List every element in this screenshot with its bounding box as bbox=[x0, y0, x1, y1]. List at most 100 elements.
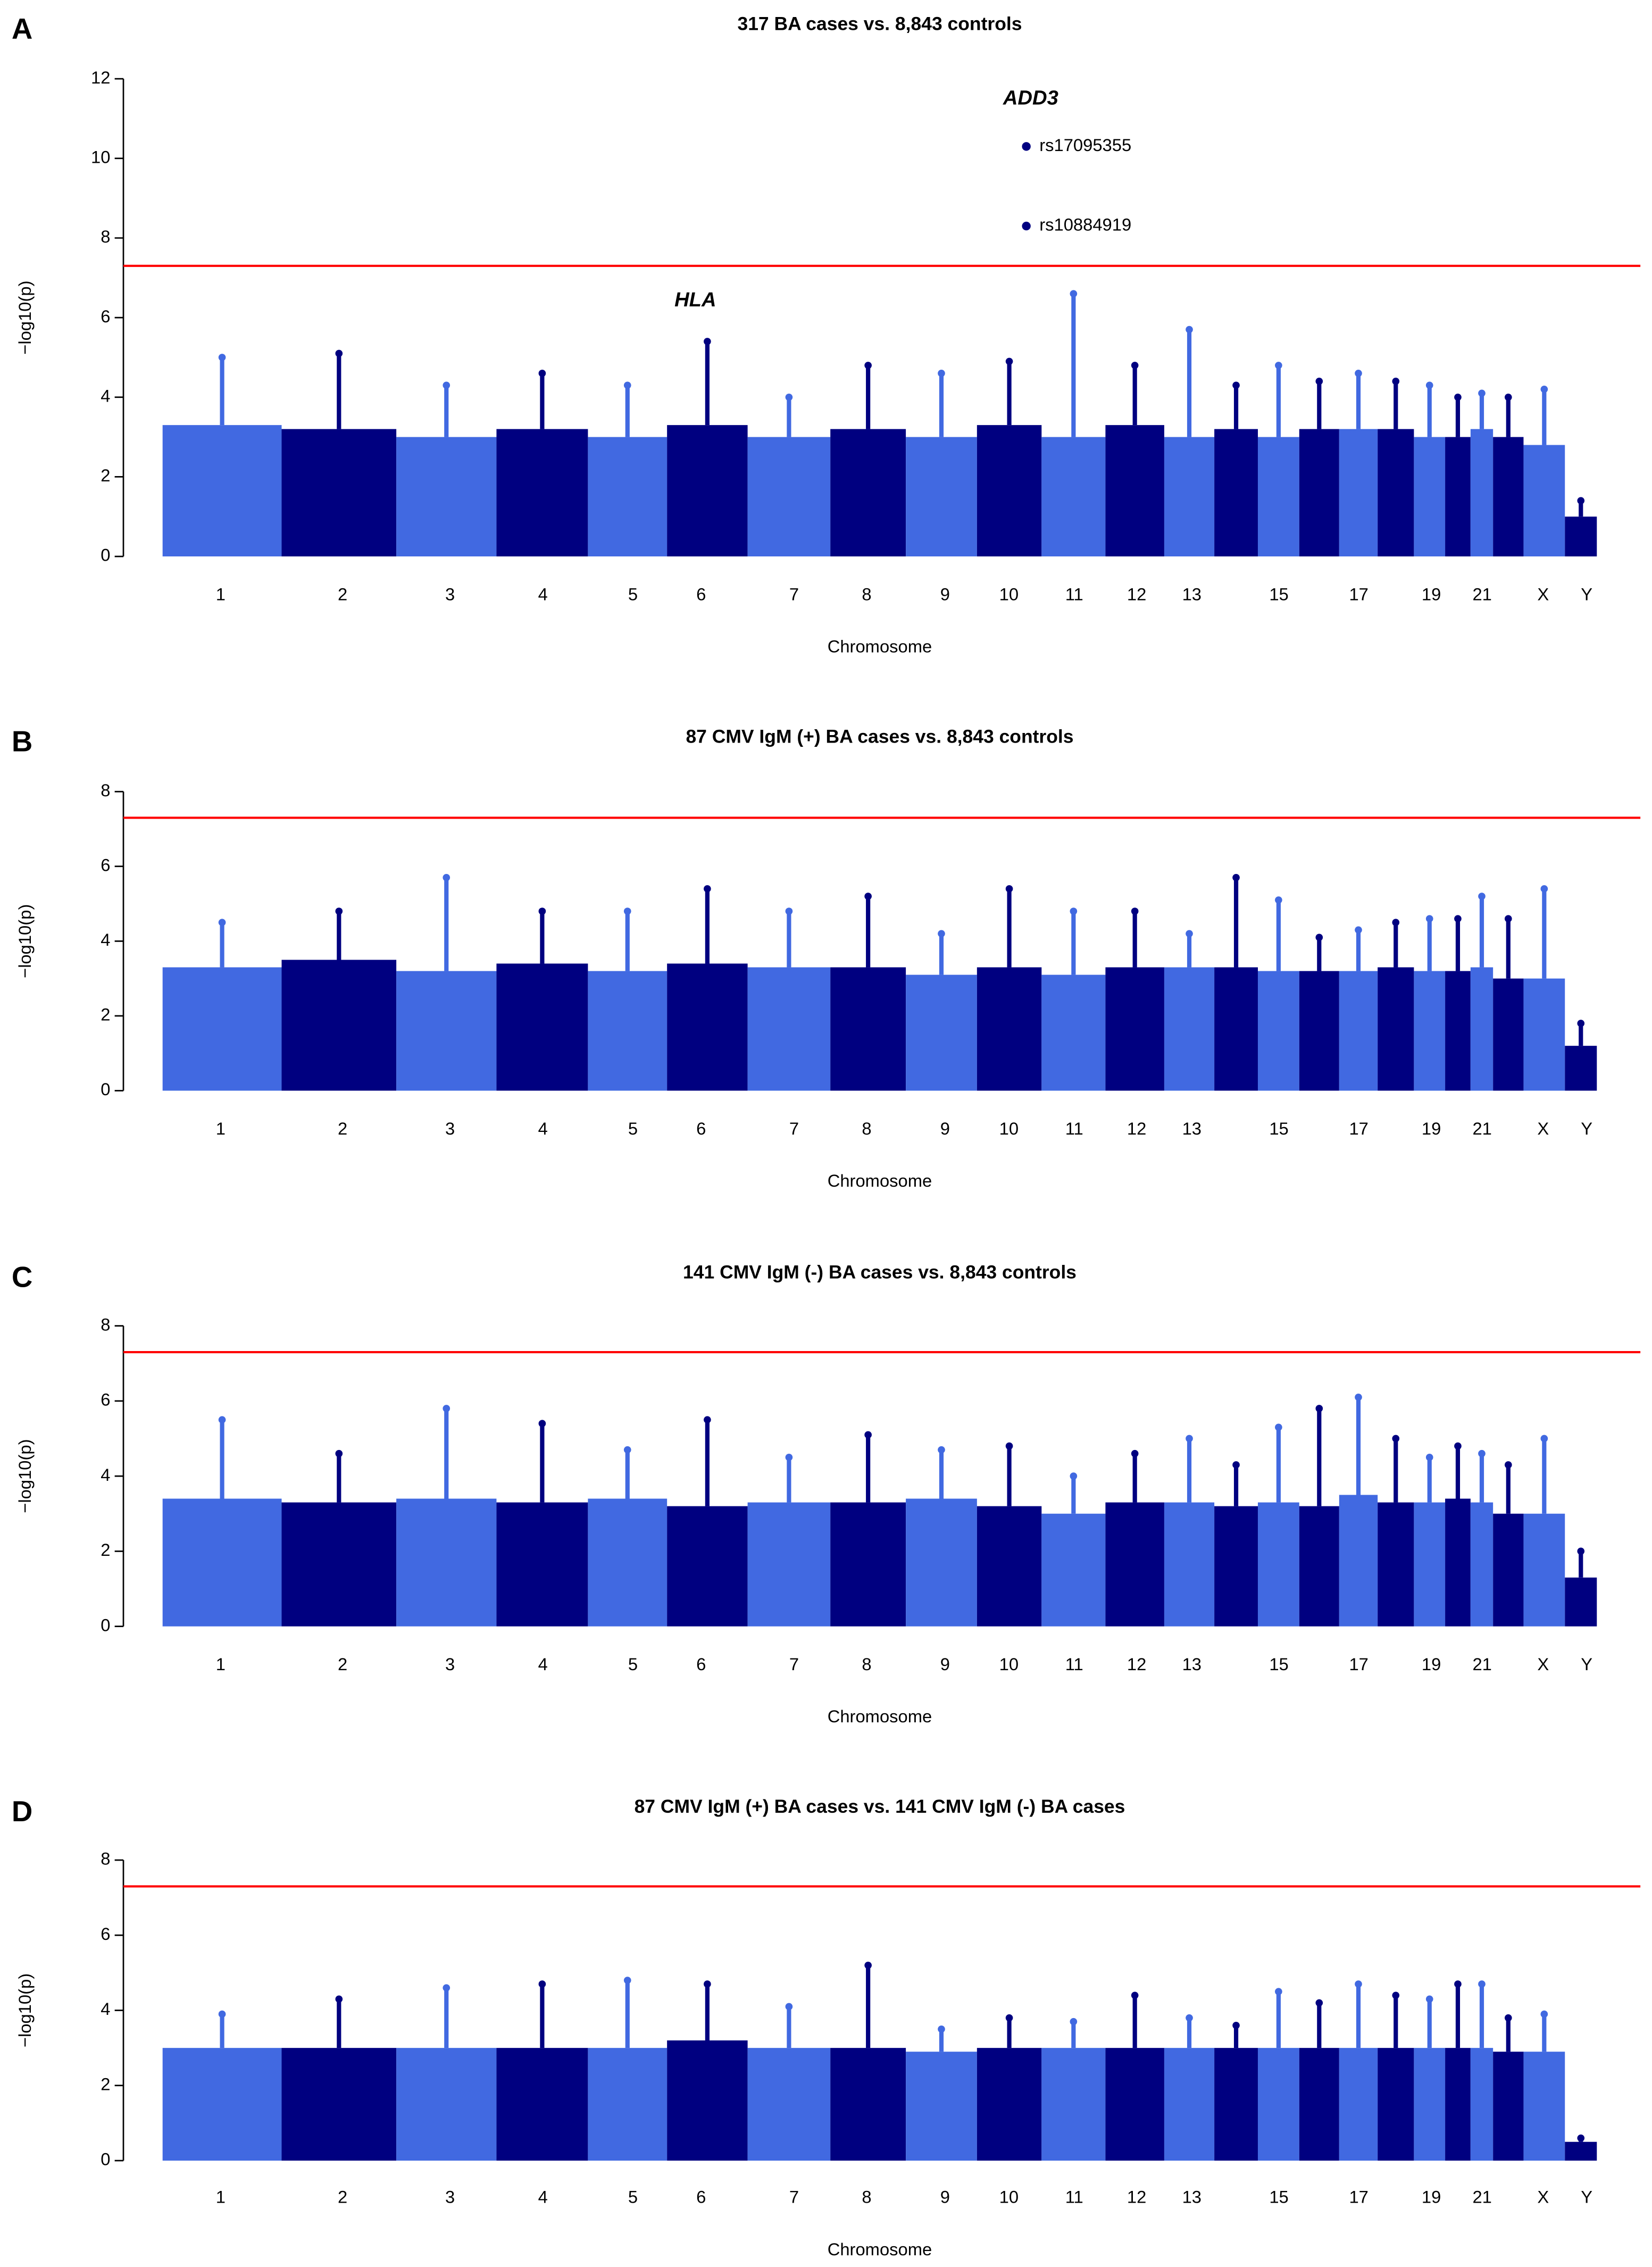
chromosome-bulk bbox=[1041, 2048, 1106, 2161]
peak-point bbox=[938, 930, 945, 938]
chromosome-bulk bbox=[1523, 445, 1565, 557]
x-tick-label: 2 bbox=[338, 1119, 347, 1138]
chromosome-bulk bbox=[1105, 2048, 1164, 2161]
peak-point bbox=[443, 381, 450, 389]
chromosome-bulk bbox=[1041, 974, 1106, 1091]
y-tick-label: 8 bbox=[101, 1314, 110, 1334]
chromosome-bulk bbox=[1164, 1502, 1215, 1627]
chromosome-bulk bbox=[162, 1498, 282, 1627]
x-tick-label: 15 bbox=[1269, 1654, 1288, 1674]
x-tick-label: 15 bbox=[1269, 1119, 1288, 1138]
chromosome-bulk bbox=[830, 429, 906, 557]
x-tick-label: 17 bbox=[1349, 2187, 1368, 2207]
x-tick-label: 4 bbox=[538, 1654, 548, 1674]
peak-point bbox=[335, 349, 343, 357]
chart-title: 87 CMV IgM (+) BA cases vs. 8,843 contro… bbox=[686, 726, 1073, 747]
chromosome-bulk bbox=[1257, 437, 1299, 557]
x-tick-label: 10 bbox=[999, 1654, 1019, 1674]
peak-point bbox=[1454, 915, 1462, 923]
x-tick-label: 9 bbox=[940, 1654, 950, 1674]
x-tick-label: 4 bbox=[538, 1119, 548, 1138]
peak-point bbox=[1355, 1980, 1362, 1988]
x-tick-label: 3 bbox=[445, 1654, 455, 1674]
peak-point bbox=[1478, 893, 1486, 900]
peak-point bbox=[1070, 2018, 1078, 2026]
peak-point bbox=[218, 354, 226, 361]
peak-point bbox=[1425, 1453, 1433, 1461]
peak-point bbox=[218, 919, 226, 927]
peak-point bbox=[538, 1420, 546, 1428]
x-tick-label: 11 bbox=[1065, 584, 1083, 604]
chromosome-bulk bbox=[906, 974, 977, 1091]
x-tick-label: 9 bbox=[940, 1119, 950, 1138]
peak-point bbox=[864, 362, 872, 369]
chromosome-bulk bbox=[1414, 437, 1446, 557]
x-tick-label: 6 bbox=[696, 584, 706, 604]
chromosome-bulk bbox=[1565, 516, 1597, 557]
x-tick-label: 7 bbox=[789, 1654, 799, 1674]
gene-label: HLA bbox=[674, 288, 716, 311]
peak-point bbox=[623, 1977, 631, 1984]
x-tick-label: 19 bbox=[1422, 1119, 1441, 1138]
peak-point bbox=[538, 1980, 546, 1988]
x-tick-label: 13 bbox=[1182, 1119, 1202, 1138]
chart-title: 141 CMV IgM (-) BA cases vs. 8,843 contr… bbox=[683, 1262, 1077, 1283]
chromosome-bulk bbox=[1378, 967, 1414, 1091]
y-tick-label: 6 bbox=[101, 1924, 110, 1944]
chart-title: 87 CMV IgM (+) BA cases vs. 141 CMV IgM … bbox=[635, 1796, 1125, 1817]
snp-point bbox=[1022, 142, 1031, 151]
x-tick-label: 13 bbox=[1182, 1654, 1202, 1674]
chromosome-bulk bbox=[1445, 437, 1471, 557]
chromosome-bulk bbox=[830, 2048, 906, 2161]
x-tick-label: 21 bbox=[1472, 2187, 1491, 2207]
chromosome-bulk bbox=[1105, 1502, 1164, 1627]
chromosome-bulk bbox=[1214, 2048, 1258, 2161]
peak-point bbox=[623, 1446, 631, 1454]
x-tick-label: 3 bbox=[445, 1119, 455, 1138]
x-tick-label: 17 bbox=[1349, 584, 1368, 604]
peak-point bbox=[785, 1453, 793, 1461]
peak-point bbox=[1131, 907, 1139, 915]
chromosome-bulk bbox=[1299, 1506, 1339, 1627]
y-tick-label: 10 bbox=[91, 147, 110, 166]
chromosome-bulk bbox=[281, 960, 397, 1091]
x-tick-label: 21 bbox=[1472, 1119, 1491, 1138]
peak-point bbox=[1232, 874, 1240, 881]
chromosome-bulk bbox=[1299, 971, 1339, 1091]
y-tick-label: 8 bbox=[101, 780, 110, 800]
x-tick-label: 21 bbox=[1472, 584, 1491, 604]
chromosome-bulk bbox=[1523, 1513, 1565, 1627]
chromosome-bulk bbox=[1164, 437, 1215, 557]
gene-label: ADD3 bbox=[1003, 86, 1058, 109]
peak-point bbox=[1540, 2010, 1548, 2018]
peak-point bbox=[1454, 1980, 1462, 1988]
chromosome-bulk bbox=[830, 967, 906, 1091]
peak-point bbox=[1315, 1405, 1323, 1412]
chromosome-bulk bbox=[1493, 437, 1524, 557]
peak-point bbox=[1478, 389, 1486, 397]
chromosome-bulk bbox=[1470, 967, 1494, 1091]
chromosome-bulk bbox=[496, 429, 588, 557]
chromosome-bulk bbox=[1470, 2048, 1494, 2161]
peak-point bbox=[1540, 385, 1548, 393]
chromosome-bulk bbox=[977, 967, 1042, 1091]
peak-point bbox=[538, 370, 546, 377]
peak-point bbox=[1070, 1472, 1078, 1480]
y-tick-label: 6 bbox=[101, 306, 110, 326]
chromosome-bulk bbox=[1164, 2048, 1215, 2161]
chromosome-bulk bbox=[1493, 978, 1524, 1091]
x-axis-label: Chromosome bbox=[828, 1706, 932, 1726]
chromosome-bulk bbox=[1565, 1046, 1597, 1091]
peak-point bbox=[1577, 497, 1585, 505]
chromosome-bulk bbox=[1445, 1498, 1471, 1627]
peak-point bbox=[1131, 1449, 1139, 1457]
x-tick-label: 7 bbox=[789, 1119, 799, 1138]
peak-point bbox=[704, 885, 711, 893]
peak-point bbox=[704, 1416, 711, 1424]
y-axis-label: −log10(p) bbox=[15, 280, 35, 354]
chromosome-bulk bbox=[1339, 2048, 1378, 2161]
peak-point bbox=[938, 370, 945, 377]
chromosome-bulk bbox=[1299, 429, 1339, 557]
chromosome-bulk bbox=[1565, 1577, 1597, 1627]
